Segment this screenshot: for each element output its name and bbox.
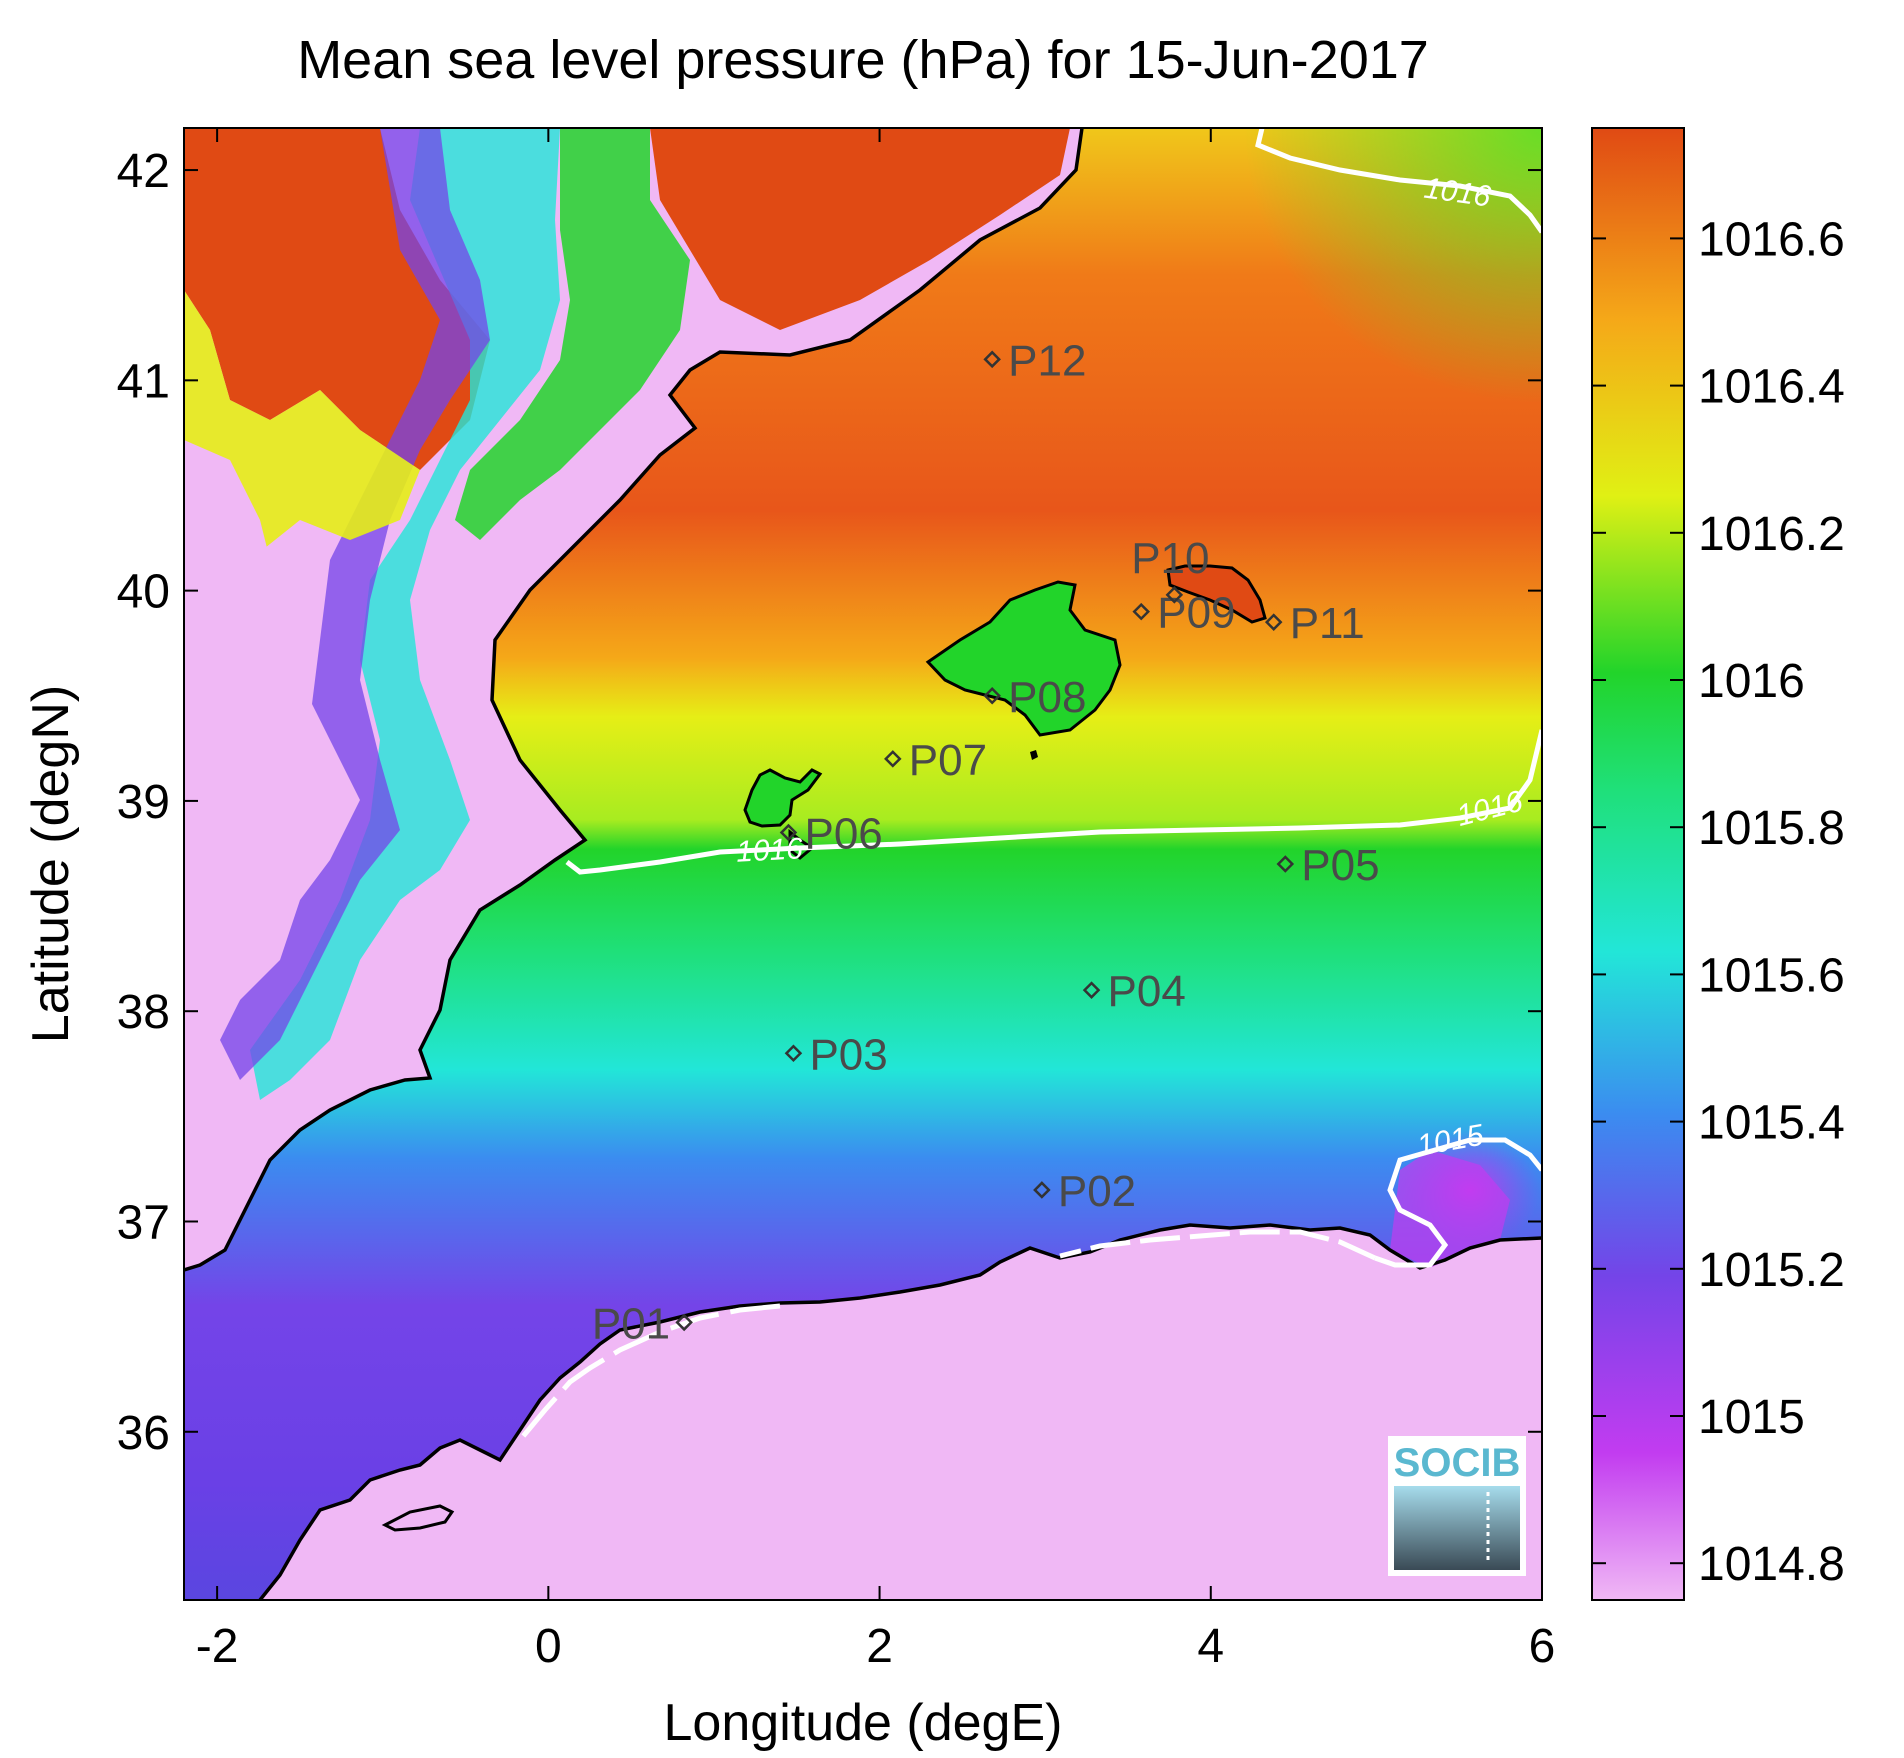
station-label: P11 bbox=[1290, 599, 1365, 648]
map-area bbox=[184, 128, 1542, 1600]
station-marker bbox=[1264, 613, 1283, 631]
iberia-cyan-band bbox=[250, 128, 560, 1100]
station-label: P06 bbox=[804, 809, 882, 858]
africa-land bbox=[260, 1225, 1542, 1600]
cabrera-island bbox=[1030, 750, 1038, 760]
isobar-1015-southeast bbox=[1374, 1137, 1542, 1268]
colorbar-tick-label: 1014.8 bbox=[1698, 1538, 1845, 1591]
station-label: P01 bbox=[592, 1299, 670, 1348]
x-tick-label: 6 bbox=[1529, 1620, 1556, 1673]
y-tick-label: 40 bbox=[117, 566, 170, 619]
station-label: P12 bbox=[1008, 336, 1086, 385]
station-marker bbox=[675, 1313, 693, 1332]
alboran-island bbox=[381, 1504, 455, 1532]
station-marker bbox=[1132, 602, 1150, 621]
station-marker bbox=[884, 750, 902, 768]
iberia-high-pressure bbox=[184, 128, 490, 470]
station-marker bbox=[779, 823, 798, 842]
y-tick-label: 39 bbox=[117, 776, 170, 829]
station-label: P10 bbox=[1131, 534, 1209, 583]
iberia-purple-band bbox=[220, 128, 490, 1080]
mallorca-island bbox=[925, 580, 1122, 737]
colorbar-tick-label: 1016.4 bbox=[1698, 361, 1845, 414]
colorbar-tick-label: 1015 bbox=[1698, 1391, 1805, 1444]
y-ticks: 36 37 38 39 40 41 42 bbox=[117, 145, 1542, 1460]
isobar-1015-west bbox=[518, 1303, 781, 1442]
iberia-north-high bbox=[650, 128, 1070, 330]
station-label: P07 bbox=[909, 736, 987, 785]
y-tick-label: 37 bbox=[117, 1196, 170, 1249]
plot-frame bbox=[183, 127, 1543, 1601]
ibiza-island bbox=[743, 768, 823, 828]
y-tick-label: 36 bbox=[117, 1407, 170, 1460]
socib-logo: SOCIB bbox=[1388, 1436, 1526, 1576]
colorbar bbox=[1591, 127, 1685, 1601]
station-label: P08 bbox=[1008, 673, 1086, 722]
station-label: P04 bbox=[1108, 967, 1186, 1016]
station-label: P03 bbox=[809, 1030, 887, 1079]
iberia-green-band bbox=[455, 128, 690, 540]
colorbar-ticks: 1014.8 1015 1015.2 1015.4 1015.6 1015.8 1016 10… bbox=[1592, 213, 1845, 1591]
station-marker bbox=[1165, 586, 1184, 604]
x-ticks: -2 0 2 4 6 bbox=[196, 128, 1556, 1673]
station-label: P05 bbox=[1301, 841, 1379, 890]
station-marker bbox=[983, 350, 1001, 369]
station-marker bbox=[1082, 981, 1101, 999]
x-tick-label: -2 bbox=[196, 1620, 239, 1673]
africa-east-purple bbox=[1390, 1150, 1510, 1268]
northeast-low-gradient bbox=[1000, 128, 1542, 628]
isobar-1015-south bbox=[1059, 1229, 1377, 1261]
y-axis-title: Latitude (degN) bbox=[22, 685, 80, 1043]
iberia-sw-patch bbox=[184, 440, 360, 1080]
colorbar-tick-label: 1016.2 bbox=[1698, 508, 1845, 561]
y-tick-label: 42 bbox=[117, 145, 170, 198]
iberia-coastline bbox=[184, 128, 1084, 1272]
isobar-1016-north bbox=[1255, 128, 1542, 234]
socib-logo-text: SOCIB bbox=[1394, 1441, 1521, 1485]
x-tick-label: 4 bbox=[1197, 1620, 1224, 1673]
y-tick-label: 41 bbox=[117, 355, 170, 408]
menorca-island bbox=[1166, 564, 1267, 624]
x-axis-title: Longitude (degE) bbox=[664, 1694, 1063, 1752]
y-tick-label: 38 bbox=[117, 986, 170, 1039]
x-tick-label: 0 bbox=[535, 1620, 562, 1673]
contour-label-1016-middle-west: 1016 bbox=[735, 832, 804, 868]
x-tick-label: 2 bbox=[866, 1620, 893, 1673]
socib-logo-water bbox=[1394, 1486, 1520, 1570]
station-marker bbox=[784, 1044, 803, 1063]
colorbar-tick-label: 1016.6 bbox=[1698, 213, 1845, 266]
station-marker bbox=[1033, 1181, 1051, 1199]
station-marker bbox=[983, 687, 1001, 705]
colorbar-tick-label: 1015.4 bbox=[1698, 1097, 1845, 1150]
colorbar-tick-label: 1015.2 bbox=[1698, 1244, 1845, 1297]
station-label: P02 bbox=[1058, 1167, 1136, 1216]
isobar-1016-middle bbox=[565, 729, 1542, 875]
station-marker bbox=[1276, 855, 1295, 873]
colorbar-tick-label: 1015.6 bbox=[1698, 949, 1845, 1002]
africa-coastline bbox=[258, 1223, 1542, 1600]
colorbar-tick-label: 1015.8 bbox=[1698, 802, 1845, 855]
colorbar-tick-label: 1016 bbox=[1698, 655, 1805, 708]
chart-title: Mean sea level pressure (hPa) for 15-Jun… bbox=[297, 30, 1429, 90]
